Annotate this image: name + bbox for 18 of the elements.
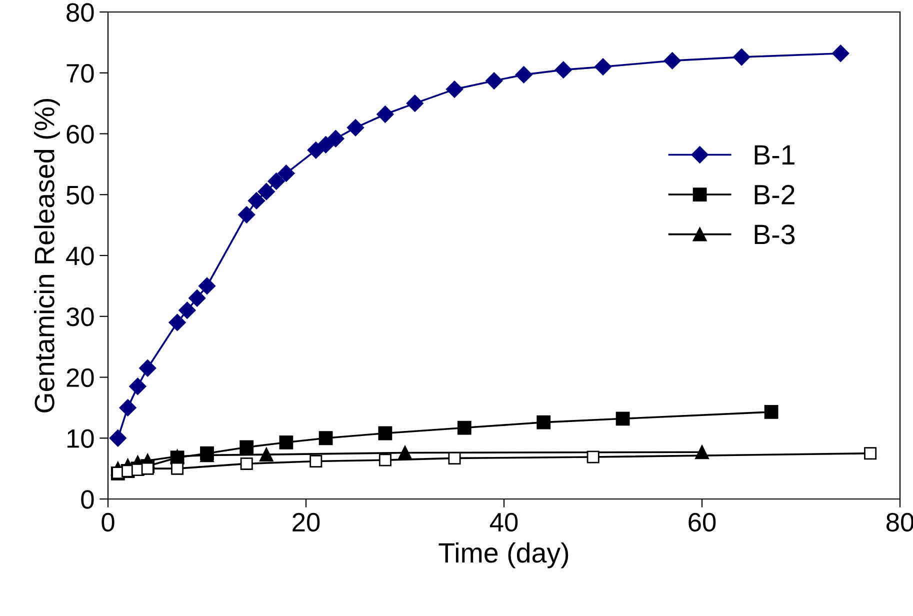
x-tick-label: 0 (102, 512, 114, 532)
legend-label: B-2 (754, 184, 794, 204)
legend-label: B-3 (754, 224, 795, 244)
y-tick-label: 60 (66, 124, 94, 144)
y-tick-label: 0 (81, 490, 94, 509)
y-tick-label: 30 (66, 308, 94, 326)
y-tick-label: 40 (66, 246, 94, 266)
x-axis-title: Time (day) (438, 542, 568, 568)
x-tick-label: 40 (490, 512, 518, 532)
y-tick-label: 70 (66, 64, 94, 83)
x-tick-label: 20 (292, 512, 320, 532)
y-tick-label: 10 (67, 429, 94, 448)
legend-label: B-1 (754, 145, 794, 164)
x-tick-label: 60 (688, 512, 716, 532)
y-tick-label: 80 (66, 3, 94, 22)
y-axis-title: Gentamicin Released (%) (34, 98, 60, 412)
y-tick-label: 50 (66, 186, 94, 204)
y-tick-label: 20 (66, 368, 94, 388)
